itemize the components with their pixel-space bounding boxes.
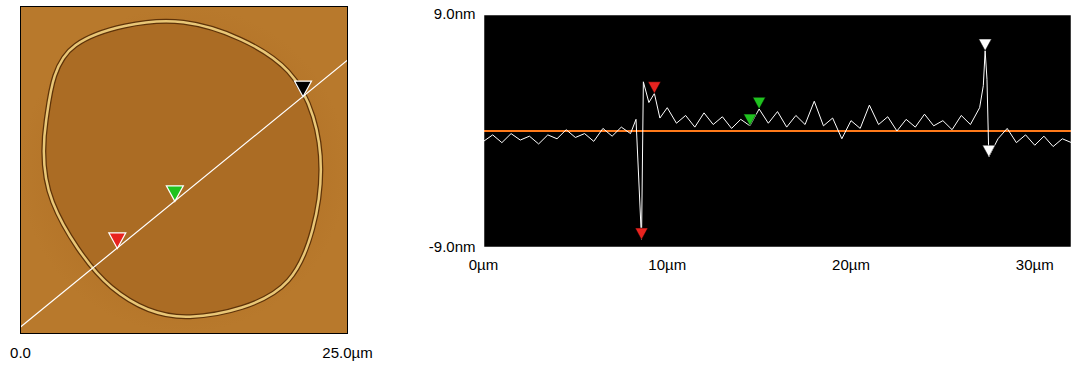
svg-text:20µm: 20µm	[832, 256, 870, 273]
svg-text:10µm: 10µm	[648, 256, 686, 273]
svg-text:25.0µm: 25.0µm	[322, 344, 372, 361]
svg-text:0µm: 0µm	[469, 256, 498, 273]
svg-text:0.0: 0.0	[10, 344, 31, 361]
svg-text:9.0nm: 9.0nm	[434, 5, 476, 22]
svg-text:-9.0nm: -9.0nm	[429, 238, 476, 255]
svg-text:30µm: 30µm	[1016, 256, 1054, 273]
